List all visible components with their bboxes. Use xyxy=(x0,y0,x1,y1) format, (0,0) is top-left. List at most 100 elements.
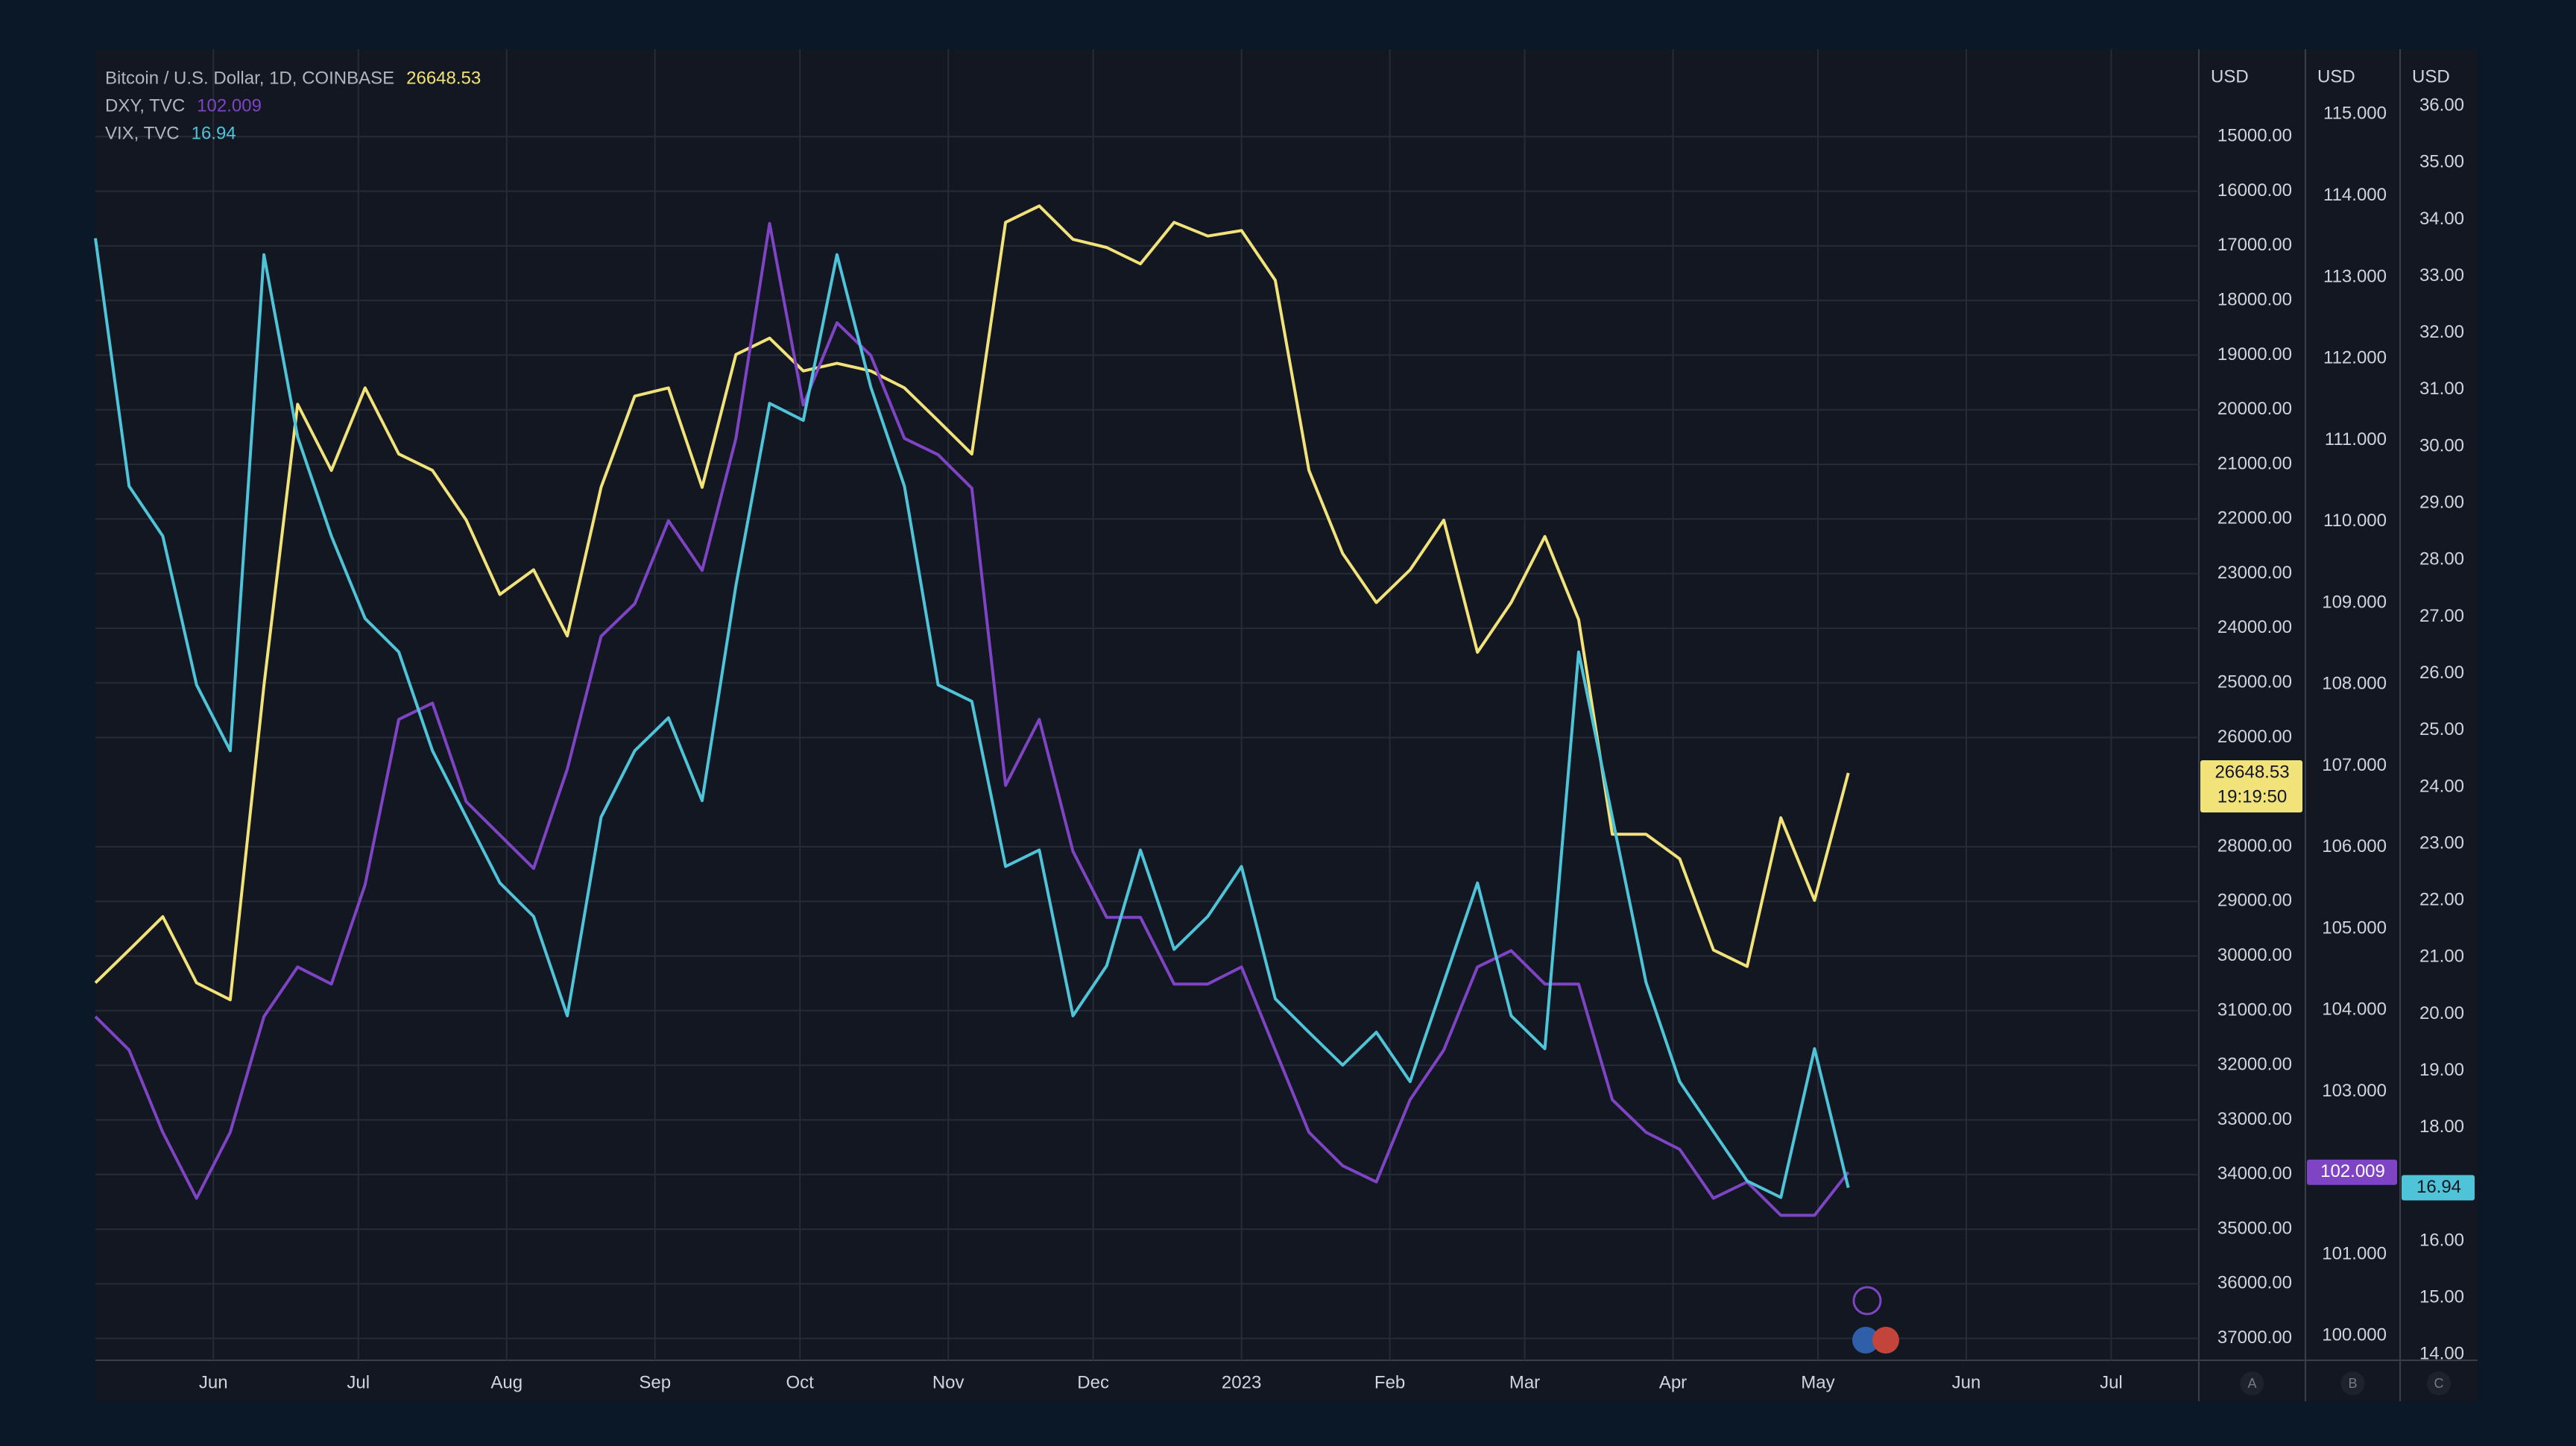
price-tag xyxy=(2402,1175,2475,1201)
y-tick-label: 113.000 xyxy=(2323,266,2387,286)
price-countdown: 19:19:50 xyxy=(2217,786,2287,806)
y-tick-label: 14.00 xyxy=(2419,1344,2464,1364)
y-tick-label: 21.00 xyxy=(2419,947,2464,967)
x-tick-label: Jun xyxy=(199,1372,228,1392)
y-tick-label: 24.00 xyxy=(2419,776,2464,796)
price-tag-value: 16.94 xyxy=(2416,1177,2461,1197)
y-tick-label: 112.000 xyxy=(2323,348,2387,368)
y-tick-label: 18.00 xyxy=(2419,1117,2464,1137)
axis-mode-label: C xyxy=(2434,1376,2444,1391)
y-tick-label: 25.00 xyxy=(2419,719,2464,739)
y-tick-label: 22000.00 xyxy=(2217,508,2292,528)
y-tick-label: 103.000 xyxy=(2322,1081,2387,1101)
y-tick-label: 36.00 xyxy=(2419,95,2464,115)
y-tick-label: 115.000 xyxy=(2323,104,2387,124)
y-tick-label: 29.00 xyxy=(2419,493,2464,513)
legend-label: DXY, TVC xyxy=(105,95,185,116)
y-tick-label: 35.00 xyxy=(2419,152,2464,172)
y-tick-label: 26.00 xyxy=(2419,663,2464,683)
x-tick-label: May xyxy=(1801,1372,1834,1392)
y-tick-label: 20000.00 xyxy=(2217,399,2292,419)
y-tick-label: 19.00 xyxy=(2419,1060,2464,1080)
grid xyxy=(95,49,2199,1360)
y-tick-label: 24000.00 xyxy=(2217,617,2292,637)
series-line xyxy=(94,204,1850,1002)
price-tag-value: 102.009 xyxy=(2320,1161,2385,1181)
x-tick-label: Feb xyxy=(1374,1372,1405,1392)
y-tick-label: 32000.00 xyxy=(2217,1055,2292,1075)
y-tick-label: 111.000 xyxy=(2325,429,2387,449)
axis-title: USD xyxy=(2211,66,2249,86)
y-tick-label: 16000.00 xyxy=(2217,180,2292,201)
y-tick-label: 106.000 xyxy=(2322,836,2387,856)
x-tick-label: Jul xyxy=(2100,1372,2123,1392)
y-tick-label: 25000.00 xyxy=(2217,672,2292,692)
y-tick-label: 20.00 xyxy=(2419,1003,2464,1023)
legend-value: 102.009 xyxy=(197,95,262,116)
y-tick-label: 29000.00 xyxy=(2217,891,2292,911)
y-tick-label: 37000.00 xyxy=(2217,1327,2292,1348)
axis-mode-label: B xyxy=(2348,1376,2357,1391)
axis-mode-label: A xyxy=(2247,1376,2256,1391)
x-tick-label: Apr xyxy=(1659,1372,1687,1392)
y-tick-label: 110.000 xyxy=(2323,511,2387,531)
axis-mode-button[interactable] xyxy=(2427,1371,2451,1395)
y-tick-label: 109.000 xyxy=(2322,592,2387,612)
y-tick-label: 31000.00 xyxy=(2217,1000,2292,1020)
axis-mode-button[interactable] xyxy=(2340,1371,2365,1395)
event-flag-icon[interactable] xyxy=(1872,1327,1899,1354)
y-tick-label: 17000.00 xyxy=(2217,235,2292,255)
axes: Jun Jul Aug Sep Oct Nov Dec 2023 Feb Mar Apr May Jun… xyxy=(199,66,2475,1395)
y-tick-label: 104.000 xyxy=(2322,1000,2387,1020)
axis-mode-button[interactable] xyxy=(2240,1371,2264,1395)
y-tick-label: 15.00 xyxy=(2419,1287,2464,1307)
y-tick-label: 23000.00 xyxy=(2217,563,2292,583)
legend-label: Bitcoin / U.S. Dollar, 1D, COINBASE xyxy=(105,68,394,88)
y-tick-label: 107.000 xyxy=(2322,755,2387,775)
y-tick-label: 28.00 xyxy=(2419,549,2464,569)
y-tick-label: 32.00 xyxy=(2419,322,2464,342)
y-tick-label: 114.000 xyxy=(2323,185,2387,205)
x-tick-label: Aug xyxy=(490,1372,523,1392)
series-line xyxy=(94,238,1850,1199)
y-tick-label: 28000.00 xyxy=(2217,836,2292,856)
legend-value: 26648.53 xyxy=(406,68,481,88)
plot xyxy=(94,204,1850,1217)
y-tick-label: 36000.00 xyxy=(2217,1273,2292,1293)
y-tick-label: 101.000 xyxy=(2322,1243,2387,1263)
y-tick-label: 18000.00 xyxy=(2217,289,2292,309)
y-tick-label: 30000.00 xyxy=(2217,945,2292,965)
y-tick-label: 35000.00 xyxy=(2217,1218,2292,1238)
price-tag xyxy=(2307,1159,2397,1185)
y-tick-label: 15000.00 xyxy=(2217,126,2292,146)
y-tick-label: 16.00 xyxy=(2419,1230,2464,1250)
y-tick-label: 34.00 xyxy=(2419,209,2464,229)
x-tick-label: Jul xyxy=(347,1372,370,1392)
y-tick-label: 21000.00 xyxy=(2217,453,2292,473)
y-tick-label: 31.00 xyxy=(2419,379,2464,399)
event-flag-icon[interactable] xyxy=(1852,1327,1879,1354)
y-tick-label: 34000.00 xyxy=(2217,1164,2292,1184)
x-tick-label: Oct xyxy=(786,1372,815,1392)
legend-value: 16.94 xyxy=(192,123,236,143)
x-tick-label: 2023 xyxy=(1222,1372,1261,1392)
legend-label: VIX, TVC xyxy=(105,123,180,143)
y-tick-label: 27.00 xyxy=(2419,606,2464,626)
y-tick-label: 33000.00 xyxy=(2217,1109,2292,1129)
x-tick-label: Dec xyxy=(1077,1372,1109,1392)
x-tick-label: Sep xyxy=(639,1372,671,1392)
y-tick-label: 22.00 xyxy=(2419,890,2464,910)
price-tag-value: 26648.53 xyxy=(2214,762,2289,782)
x-tick-label: Nov xyxy=(932,1372,965,1392)
axis-title: USD xyxy=(2317,66,2355,86)
y-tick-label: 19000.00 xyxy=(2217,344,2292,364)
y-tick-label: 33.00 xyxy=(2419,265,2464,285)
y-tick-label: 30.00 xyxy=(2419,435,2464,455)
series-line xyxy=(94,221,1850,1217)
x-tick-label: Mar xyxy=(1509,1372,1540,1392)
y-tick-label: 100.000 xyxy=(2322,1325,2387,1345)
y-tick-label: 26000.00 xyxy=(2217,727,2292,747)
y-tick-label: 23.00 xyxy=(2419,833,2464,853)
event-icon[interactable] xyxy=(1852,1286,1882,1316)
